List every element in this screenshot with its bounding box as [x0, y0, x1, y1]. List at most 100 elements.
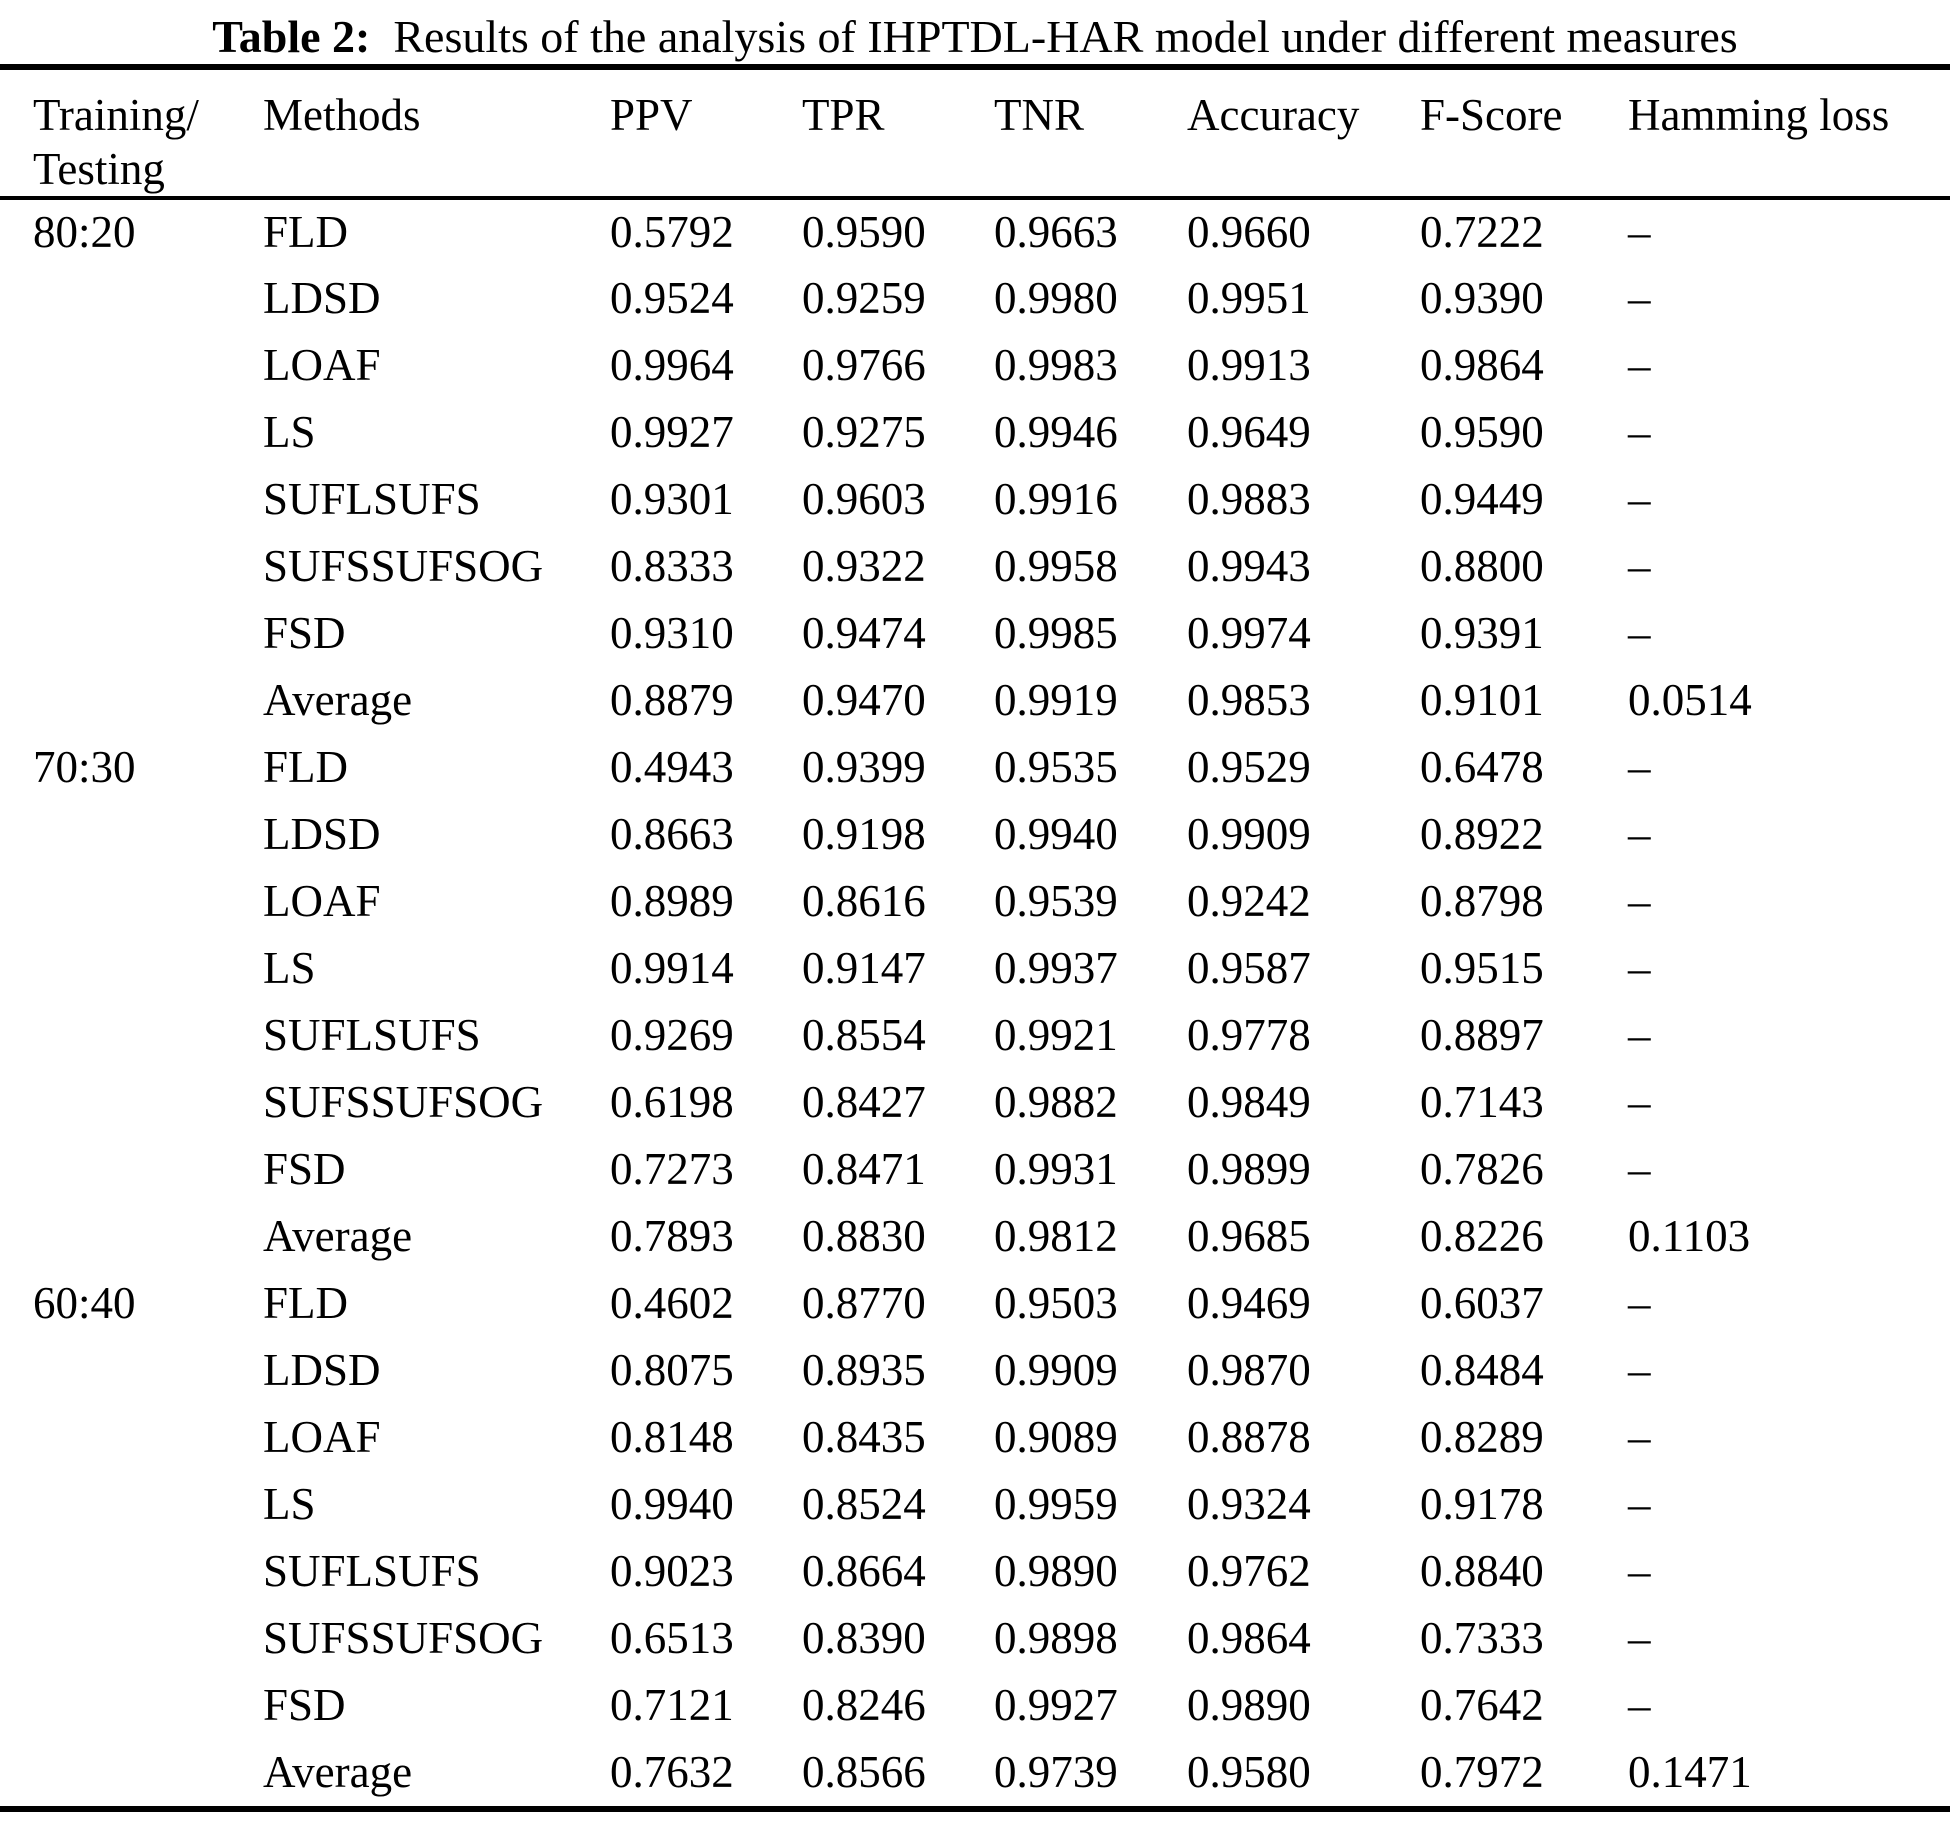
header-training: Training/ — [33, 90, 199, 140]
cell-hamming: – — [1628, 207, 1651, 257]
cell-tnr: 0.9931 — [994, 1144, 1118, 1194]
cell-accuracy: 0.9685 — [1187, 1211, 1311, 1261]
cell-ppv: 0.4602 — [610, 1278, 734, 1328]
table-row: SUFLSUFS 0.9023 0.8664 0.9890 0.9762 0.8… — [0, 1538, 1950, 1605]
cell-hamming: – — [1628, 1613, 1651, 1663]
cell-fscore: 0.8484 — [1420, 1345, 1544, 1395]
column-header-tnr: TNR — [994, 70, 1187, 200]
cell-tnr: 0.9980 — [994, 273, 1118, 323]
cell-tnr: 0.9946 — [994, 407, 1118, 457]
cell-accuracy: 0.9951 — [1187, 273, 1311, 323]
cell-method: SUFSSUFSOG — [263, 541, 544, 591]
cell-hamming: – — [1628, 541, 1651, 591]
cell-hamming: – — [1628, 943, 1651, 993]
cell-method: Average — [263, 1747, 413, 1797]
cell-method: LS — [263, 407, 316, 457]
table-caption-label: Table 2: — [212, 11, 371, 62]
cell-ppv: 0.9023 — [610, 1546, 734, 1596]
cell-method: LOAF — [263, 340, 381, 390]
table-row: LDSD 0.8075 0.8935 0.9909 0.9870 0.8484 … — [0, 1337, 1950, 1404]
cell-hamming: – — [1628, 1680, 1651, 1730]
cell-ratio: 80:20 — [33, 207, 136, 257]
cell-ratio-empty — [0, 1203, 263, 1270]
table-row: LDSD 0.9524 0.9259 0.9980 0.9951 0.9390 … — [0, 265, 1950, 332]
table-row: 60:40 FLD 0.4602 0.8770 0.9503 0.9469 0.… — [0, 1270, 1950, 1337]
cell-tnr: 0.9812 — [994, 1211, 1118, 1261]
cell-tnr: 0.9983 — [994, 340, 1118, 390]
cell-accuracy: 0.9587 — [1187, 943, 1311, 993]
cell-ratio-empty — [0, 1605, 263, 1672]
cell-method: FSD — [263, 1680, 346, 1730]
cell-fscore: 0.8897 — [1420, 1010, 1544, 1060]
cell-ppv: 0.9927 — [610, 407, 734, 457]
cell-tpr: 0.9590 — [802, 207, 926, 257]
cell-tpr: 0.8390 — [802, 1613, 926, 1663]
cell-ratio-empty — [0, 1337, 263, 1404]
table-row: LS 0.9927 0.9275 0.9946 0.9649 0.9590 – — [0, 399, 1950, 466]
cell-ppv: 0.9940 — [610, 1479, 734, 1529]
cell-hamming: – — [1628, 1345, 1651, 1395]
cell-hamming: – — [1628, 273, 1651, 323]
cell-accuracy: 0.9469 — [1187, 1278, 1311, 1328]
cell-fscore: 0.8289 — [1420, 1412, 1544, 1462]
cell-hamming: 0.1103 — [1628, 1211, 1751, 1261]
cell-tpr: 0.9603 — [802, 474, 926, 524]
cell-method: SUFLSUFS — [263, 1546, 481, 1596]
cell-accuracy: 0.9762 — [1187, 1546, 1311, 1596]
cell-hamming: – — [1628, 1546, 1651, 1596]
cell-hamming: – — [1628, 1278, 1651, 1328]
cell-ppv: 0.7273 — [610, 1144, 734, 1194]
cell-accuracy: 0.9580 — [1187, 1747, 1311, 1797]
top-rule — [0, 64, 1950, 70]
cell-fscore: 0.6478 — [1420, 742, 1544, 792]
table-row: LDSD 0.8663 0.9198 0.9940 0.9909 0.8922 … — [0, 801, 1950, 868]
cell-accuracy: 0.9849 — [1187, 1077, 1311, 1127]
table-row: SUFSSUFSOG 0.6198 0.8427 0.9882 0.9849 0… — [0, 1069, 1950, 1136]
cell-accuracy: 0.9870 — [1187, 1345, 1311, 1395]
column-header-fscore: F-Score — [1420, 70, 1628, 200]
cell-tpr: 0.9399 — [802, 742, 926, 792]
cell-method: FSD — [263, 608, 346, 658]
cell-tnr: 0.9663 — [994, 207, 1118, 257]
cell-ratio-empty — [0, 466, 263, 533]
cell-ppv: 0.9269 — [610, 1010, 734, 1060]
cell-tnr: 0.9916 — [994, 474, 1118, 524]
cell-tpr: 0.9275 — [802, 407, 926, 457]
table-row: Average 0.7893 0.8830 0.9812 0.9685 0.82… — [0, 1203, 1950, 1270]
cell-method: LDSD — [263, 809, 381, 859]
table-row: LOAF 0.9964 0.9766 0.9983 0.9913 0.9864 … — [0, 332, 1950, 399]
cell-ppv: 0.6198 — [610, 1077, 734, 1127]
cell-ppv: 0.9524 — [610, 273, 734, 323]
cell-tnr: 0.9921 — [994, 1010, 1118, 1060]
table-row: SUFLSUFS 0.9301 0.9603 0.9916 0.9883 0.9… — [0, 466, 1950, 533]
cell-accuracy: 0.9660 — [1187, 207, 1311, 257]
cell-hamming: 0.0514 — [1628, 675, 1752, 725]
cell-tpr: 0.8616 — [802, 876, 926, 926]
cell-tpr: 0.8770 — [802, 1278, 926, 1328]
column-header-methods: Methods — [263, 70, 610, 200]
cell-method: FLD — [263, 742, 349, 792]
cell-tnr: 0.9890 — [994, 1546, 1118, 1596]
cell-fscore: 0.7222 — [1420, 207, 1544, 257]
cell-ratio-empty — [0, 1069, 263, 1136]
cell-fscore: 0.9391 — [1420, 608, 1544, 658]
cell-ppv: 0.8148 — [610, 1412, 734, 1462]
cell-ratio-empty — [0, 1136, 263, 1203]
cell-ppv: 0.9301 — [610, 474, 734, 524]
cell-method: LOAF — [263, 876, 381, 926]
cell-ppv: 0.4943 — [610, 742, 734, 792]
table-caption: Table 2: Results of the analysis of IHPT… — [0, 0, 1950, 64]
cell-hamming: – — [1628, 809, 1651, 859]
cell-ratio-empty — [0, 667, 263, 734]
cell-ppv: 0.7893 — [610, 1211, 734, 1261]
cell-hamming: – — [1628, 1144, 1651, 1194]
cell-fscore: 0.9449 — [1420, 474, 1544, 524]
cell-accuracy: 0.9649 — [1187, 407, 1311, 457]
cell-hamming: – — [1628, 1077, 1651, 1127]
cell-accuracy: 0.9913 — [1187, 340, 1311, 390]
cell-ratio-empty — [0, 600, 263, 667]
cell-ppv: 0.9964 — [610, 340, 734, 390]
cell-tnr: 0.9882 — [994, 1077, 1118, 1127]
table-row: Average 0.7632 0.8566 0.9739 0.9580 0.79… — [0, 1739, 1950, 1806]
column-header-hamming-loss: Hamming loss — [1628, 70, 1950, 200]
